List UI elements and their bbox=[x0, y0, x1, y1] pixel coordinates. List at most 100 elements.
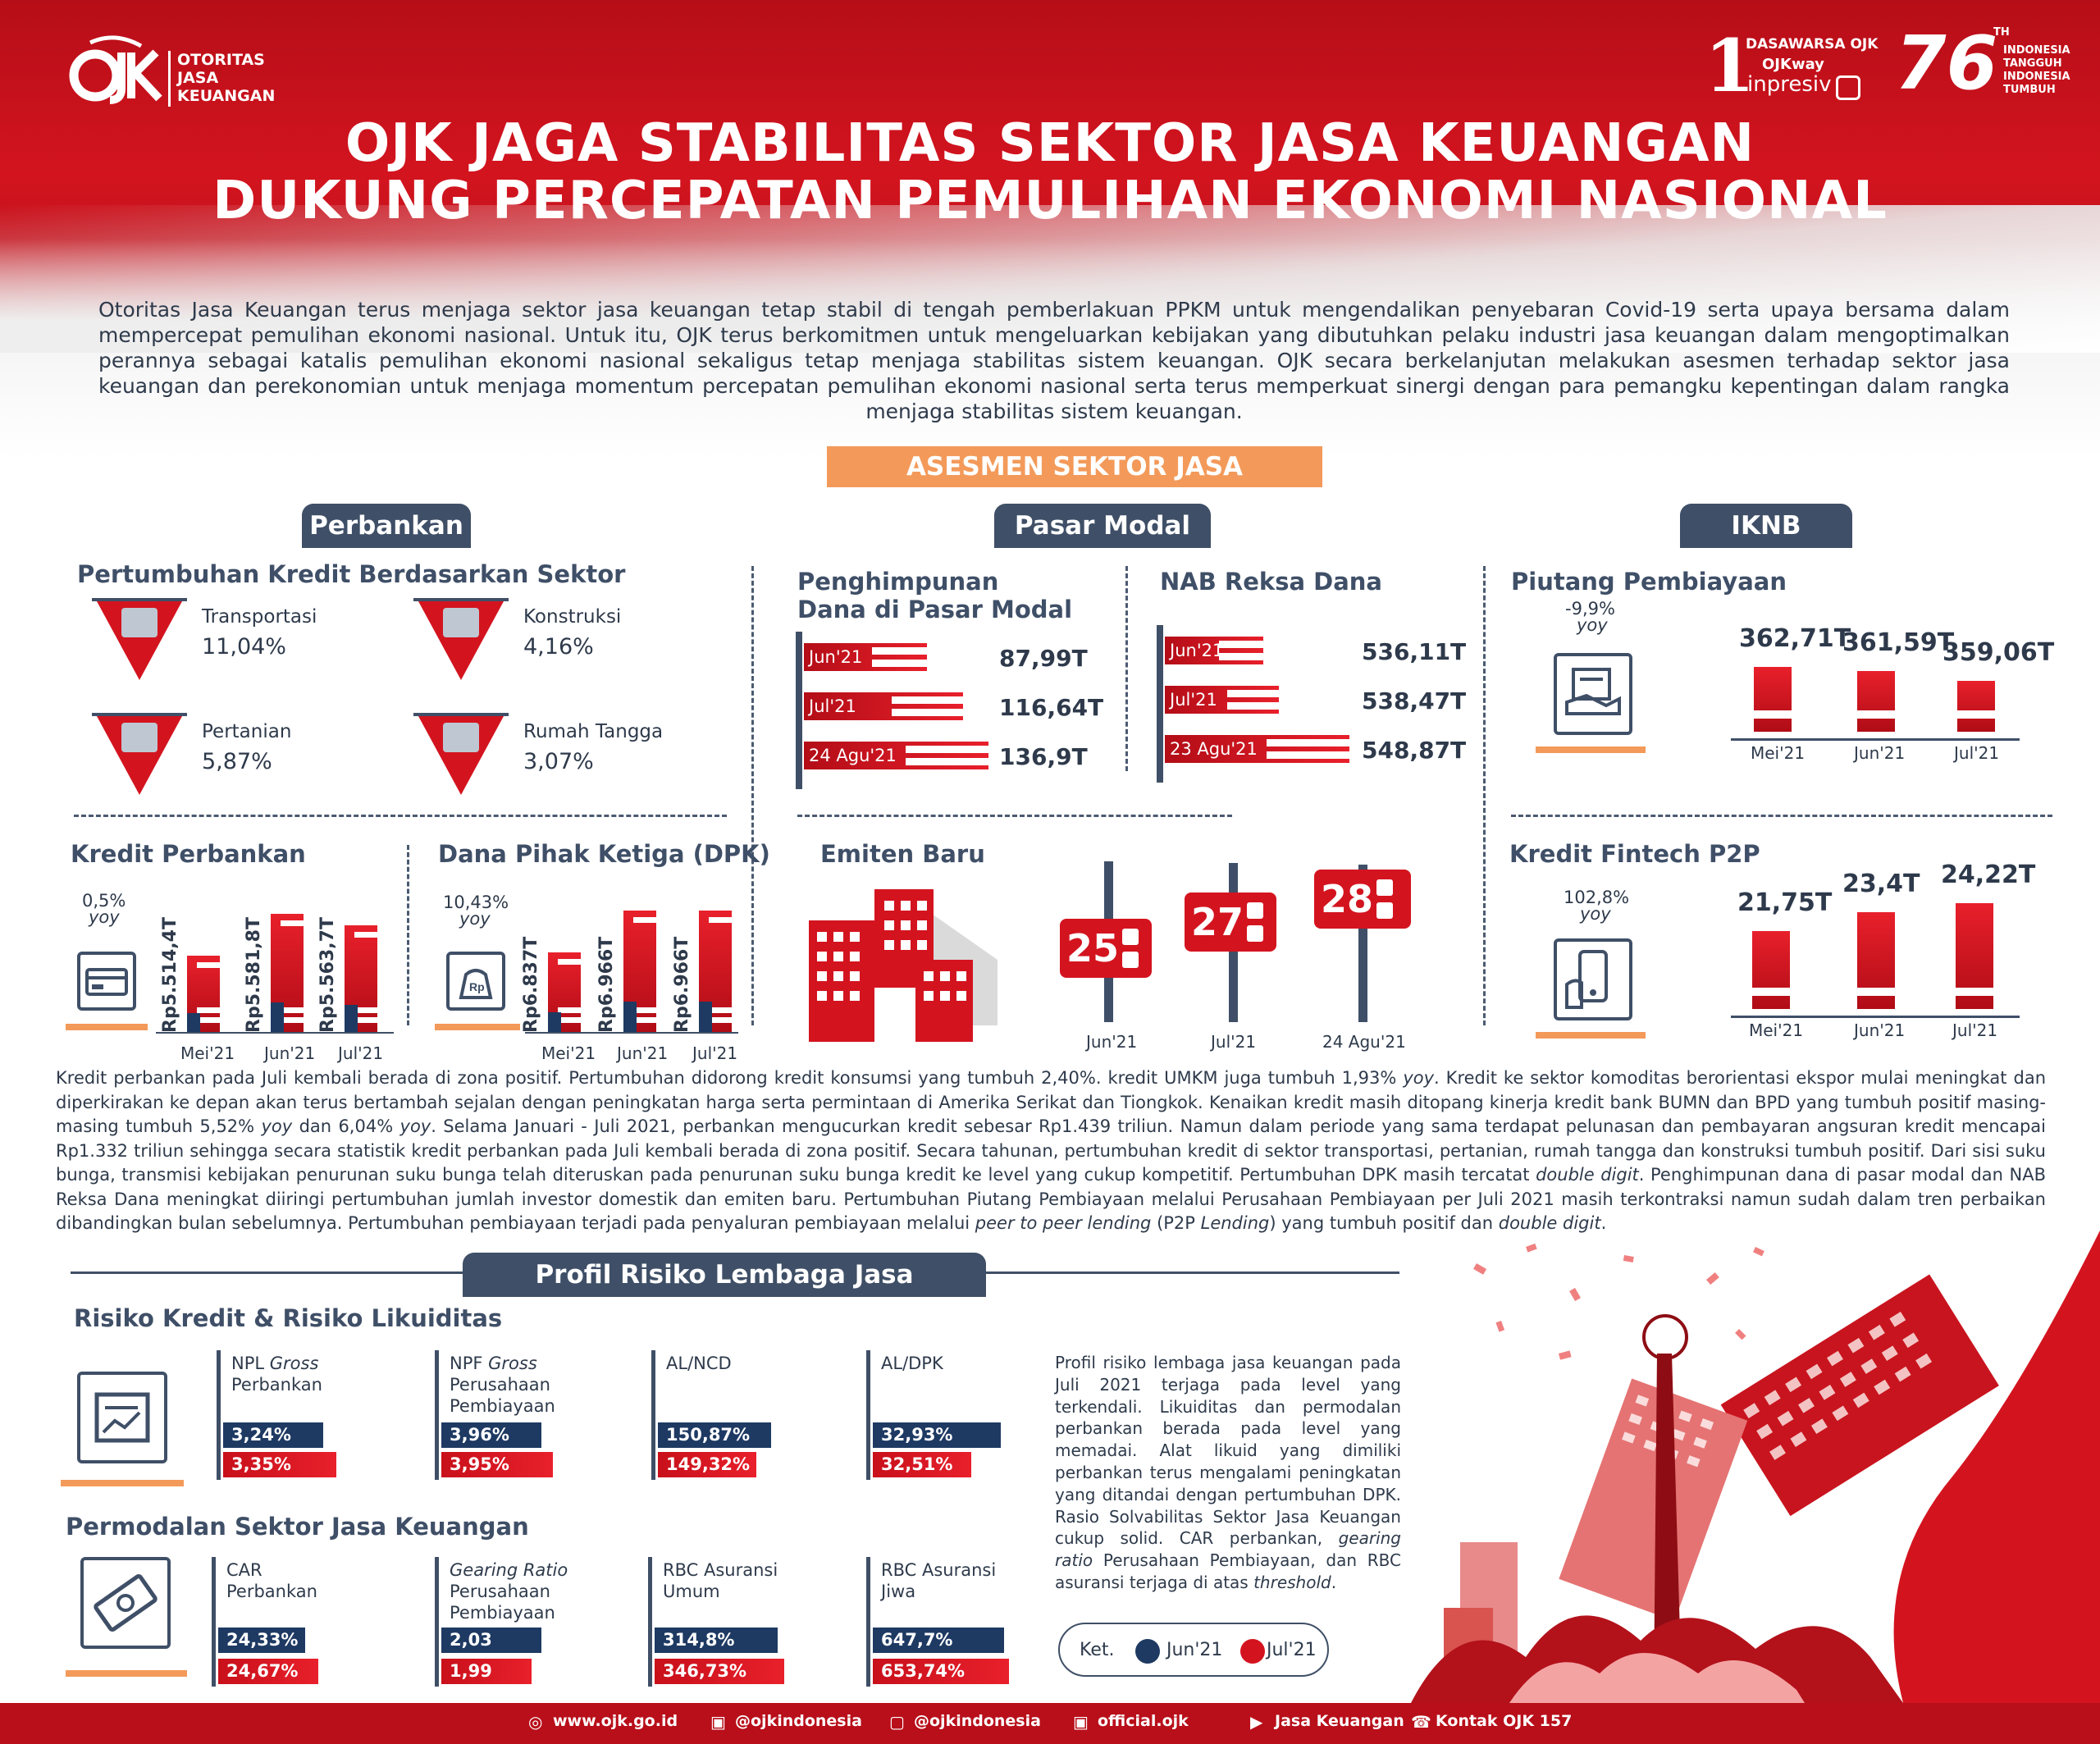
profil-vline bbox=[217, 1350, 221, 1480]
piutang-growth: -9,9% bbox=[1565, 599, 1615, 619]
bar-month-label: Jul'21 bbox=[1954, 743, 2000, 763]
chart-bar bbox=[1957, 681, 1995, 732]
piutang-growth-unit: yoy bbox=[1577, 615, 1608, 635]
hbar-stripe bbox=[891, 709, 963, 716]
anniv-line: TUMBUH bbox=[2003, 84, 2056, 96]
icon-base bbox=[1536, 746, 1646, 753]
sector-name: Pertanian bbox=[202, 721, 292, 742]
header-wave bbox=[0, 205, 2100, 353]
bar-month-label: Jun'21 bbox=[617, 1043, 669, 1063]
chart-axis bbox=[1731, 1016, 2020, 1018]
profil-jul-bar: 32,51% bbox=[873, 1452, 971, 1477]
bar-stripe bbox=[354, 1007, 377, 1013]
legend-swatch-jun bbox=[1135, 1639, 1160, 1664]
youtube-icon: ▶ bbox=[1250, 1712, 1263, 1732]
chart-bar bbox=[1857, 671, 1895, 732]
bar-value-label: 21,75T bbox=[1737, 888, 1833, 917]
atm-card-icon bbox=[77, 952, 136, 1011]
footer-link: Jasa Keuangan bbox=[1275, 1712, 1404, 1730]
narrative-text: ) yang tumbuh positif dan bbox=[1269, 1213, 1499, 1233]
bar-value-label: 362,71T bbox=[1739, 624, 1851, 653]
dasawarsa-logo: 1 DASAWARSA OJK OJKway inpresiv bbox=[1705, 30, 1878, 105]
narrative-text: yoy bbox=[1403, 1068, 1435, 1088]
narrative-text: peer to peer lending bbox=[975, 1213, 1152, 1233]
sector-cap bbox=[92, 713, 187, 716]
profil-label: RBC Asuransi bbox=[663, 1560, 778, 1580]
hbar-stripe bbox=[871, 660, 927, 667]
bar-base bbox=[699, 1002, 712, 1032]
bar-month-label: Jul'21 bbox=[1952, 1020, 1998, 1040]
narrative-paragraph: Kredit perbankan pada Juli kembali berad… bbox=[56, 1066, 2046, 1236]
profil-label: Gearing Ratio bbox=[450, 1560, 568, 1580]
profil-jun-bar: 32,93% bbox=[873, 1422, 1001, 1448]
phone-icon: ☎ bbox=[1411, 1712, 1431, 1732]
emiten-sign: 28 bbox=[1314, 870, 1411, 929]
profil-label-text: AL/DPK bbox=[881, 1354, 943, 1373]
profil-vline bbox=[866, 1557, 870, 1687]
org-line: KEUANGAN bbox=[177, 87, 276, 105]
dasawarsa-title: DASAWARSA OJK bbox=[1746, 36, 1879, 53]
dpk-title: Dana Pihak Ketiga (DPK) bbox=[438, 840, 770, 868]
bar-value-label: Rp6.966T bbox=[672, 936, 692, 1033]
icon-base bbox=[61, 1480, 184, 1486]
profil-label-italic: Gearing Ratio bbox=[450, 1560, 568, 1580]
bar-value-label: 23,4T bbox=[1842, 870, 1920, 898]
profil-label-text: RBC Asuransi bbox=[881, 1560, 997, 1580]
instagram-icon: ▢ bbox=[889, 1712, 905, 1732]
bar-stripe bbox=[354, 932, 377, 938]
hbar-period: Jun'21 bbox=[809, 647, 863, 667]
profil-label: AL/NCD bbox=[666, 1354, 732, 1373]
narrative-text: double digit bbox=[1498, 1213, 1601, 1233]
narrative-text: . Kredit ke sektor komoditas berorientas… bbox=[56, 1068, 2047, 1136]
piutang-title: Piutang Pembiayaan bbox=[1511, 568, 1787, 596]
p2p-title: Kredit Fintech P2P bbox=[1509, 840, 1760, 868]
celebration-illustration bbox=[1411, 1230, 2100, 1703]
profil-label: Umum bbox=[663, 1582, 720, 1601]
emiten-sign: 25 bbox=[1060, 919, 1152, 978]
profil-jul-bar: 1,99 bbox=[441, 1659, 532, 1684]
money-bag-icon: Rp bbox=[446, 952, 505, 1011]
bar-value-label: 24,22T bbox=[1941, 861, 2036, 889]
profil-text: Perusahaan Pembiayaan, dan RBC asuransi … bbox=[1055, 1550, 1401, 1592]
anniversary-logo: 76 TH INDONESIA TANGGUH INDONESIA TUMBUH bbox=[1895, 23, 2070, 113]
dpk-growth: 10,43% bbox=[443, 893, 509, 912]
narrative-text: Kredit perbankan pada Juli kembali berad… bbox=[56, 1068, 1404, 1088]
anniv-line: TANGGUH bbox=[2003, 57, 2062, 70]
icon-base bbox=[66, 1670, 187, 1677]
kredit-perbankan-title: Kredit Perbankan bbox=[71, 840, 306, 868]
p2p-growth: 102,8% bbox=[1564, 888, 1630, 907]
permodalan-title: Permodalan Sektor Jasa Keuangan bbox=[66, 1513, 529, 1541]
profil-label-text: NPF bbox=[450, 1354, 489, 1373]
emiten-period: Jul'21 bbox=[1211, 1032, 1257, 1052]
narrative-text: Lending bbox=[1200, 1213, 1270, 1233]
cash-icon bbox=[80, 1557, 171, 1649]
divider bbox=[407, 845, 409, 1025]
sign-mark bbox=[1376, 879, 1393, 896]
bar-stripe bbox=[633, 917, 656, 923]
buildings-icon bbox=[809, 886, 1006, 1042]
emiten-period: 24 Agu'21 bbox=[1322, 1032, 1406, 1052]
profil-jun-bar: 647,7% bbox=[873, 1628, 1004, 1653]
ojk-logo-icon bbox=[69, 35, 162, 104]
bar-base-gap bbox=[1857, 710, 1895, 719]
sign-mark bbox=[1247, 925, 1263, 942]
legend-label-jun: Jun'21 bbox=[1166, 1640, 1223, 1660]
profil-jul-bar: 3,95% bbox=[441, 1452, 553, 1477]
chart-bar bbox=[1754, 667, 1792, 732]
sector-cap bbox=[92, 598, 187, 601]
narrative-text: yoy bbox=[261, 1116, 293, 1136]
hbar-period: 23 Agu'21 bbox=[1170, 739, 1258, 759]
icon-base bbox=[66, 1024, 148, 1030]
profil-label-text: NPL bbox=[231, 1354, 270, 1373]
profil-jun-bar: 24,33% bbox=[218, 1628, 305, 1653]
chart-report-icon bbox=[77, 1372, 167, 1463]
footer-link: official.ojk bbox=[1098, 1712, 1189, 1730]
nab-title: NAB Reksa Dana bbox=[1160, 568, 1382, 596]
ojk-logo bbox=[66, 34, 168, 108]
profil-vline bbox=[651, 1350, 655, 1480]
icon-base bbox=[435, 1024, 520, 1030]
bar-month-label: Jun'21 bbox=[264, 1043, 316, 1063]
bar-stripe bbox=[709, 917, 732, 923]
bar-value-label: 361,59T bbox=[1842, 628, 1955, 657]
hbar-value: 548,87T bbox=[1362, 737, 1467, 764]
